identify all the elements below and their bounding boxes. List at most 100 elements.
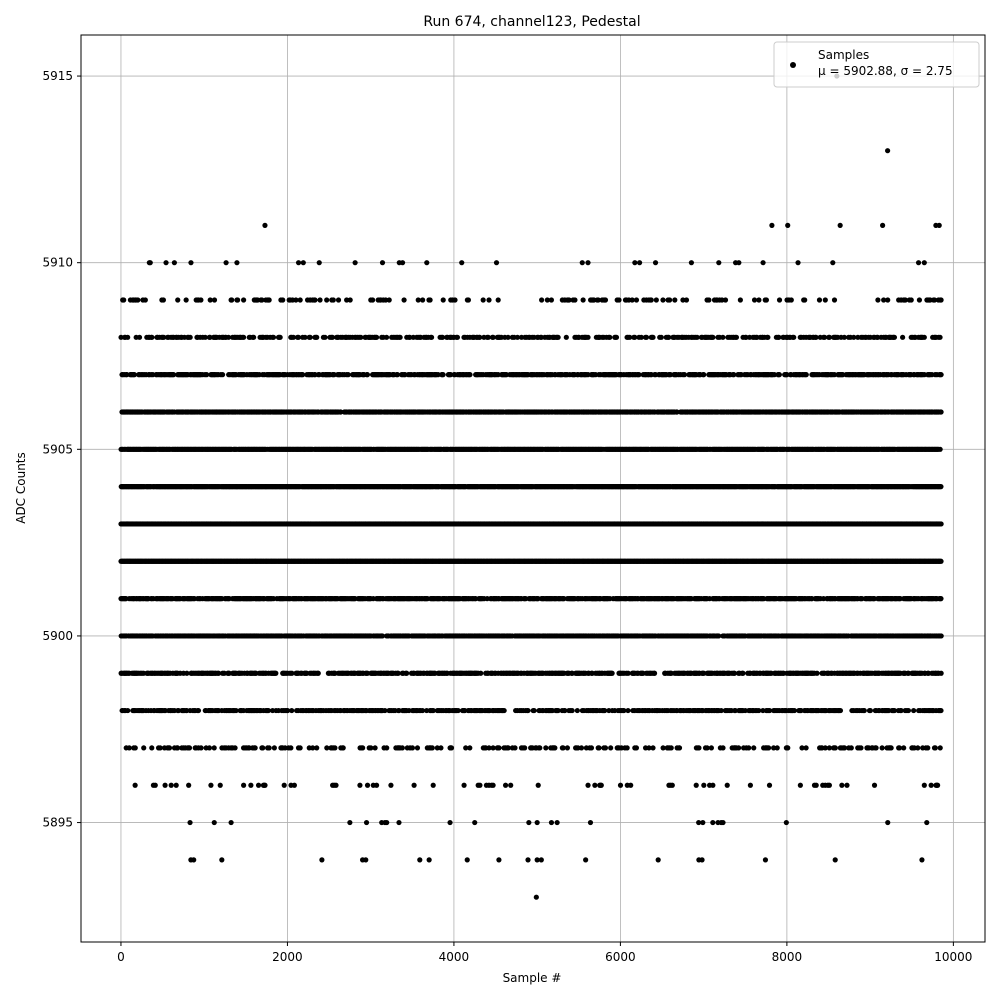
data-point bbox=[347, 297, 353, 303]
data-point bbox=[572, 297, 578, 303]
data-point bbox=[255, 782, 262, 788]
data-point bbox=[399, 260, 406, 266]
data-point bbox=[204, 372, 210, 378]
data-point bbox=[229, 297, 235, 303]
data-point bbox=[132, 782, 138, 788]
data-point bbox=[312, 297, 318, 303]
data-point bbox=[161, 334, 167, 340]
data-point bbox=[401, 297, 407, 303]
data-point bbox=[183, 297, 189, 303]
data-point bbox=[125, 707, 131, 714]
data-point bbox=[525, 707, 531, 714]
data-point bbox=[295, 260, 302, 266]
data-point bbox=[480, 297, 486, 303]
data-point bbox=[208, 782, 214, 788]
data-point bbox=[251, 334, 257, 340]
data-point bbox=[186, 745, 193, 751]
data-point bbox=[271, 745, 277, 751]
data-point bbox=[578, 745, 585, 751]
data-point bbox=[486, 297, 492, 303]
data-point bbox=[207, 297, 213, 303]
data-point bbox=[219, 857, 225, 863]
data-point bbox=[548, 297, 555, 303]
data-point bbox=[223, 260, 229, 266]
data-point bbox=[186, 782, 192, 788]
data-point bbox=[314, 745, 320, 751]
data-point bbox=[149, 334, 155, 340]
data-point bbox=[220, 372, 226, 378]
data-point bbox=[171, 260, 177, 266]
data-point bbox=[580, 297, 586, 303]
data-point bbox=[241, 297, 247, 303]
data-point bbox=[340, 745, 346, 751]
data-point bbox=[502, 782, 509, 788]
data-point bbox=[552, 745, 558, 751]
data-point bbox=[447, 819, 453, 826]
data-point bbox=[136, 334, 143, 340]
data-point bbox=[477, 782, 483, 788]
data-point bbox=[512, 745, 518, 751]
data-point bbox=[427, 297, 433, 303]
data-point bbox=[126, 745, 132, 751]
data-point bbox=[372, 745, 378, 751]
data-point bbox=[149, 745, 155, 751]
data-point bbox=[370, 297, 376, 303]
data-point bbox=[300, 260, 306, 266]
data-point bbox=[240, 334, 247, 340]
data-point bbox=[314, 334, 320, 340]
data-point bbox=[211, 297, 218, 303]
data-point bbox=[163, 260, 169, 266]
data-point bbox=[373, 334, 380, 340]
data-point bbox=[173, 782, 179, 788]
data-point bbox=[569, 707, 575, 714]
data-point bbox=[266, 745, 272, 751]
data-point bbox=[248, 782, 254, 788]
data-point bbox=[262, 782, 268, 788]
data-point bbox=[496, 857, 502, 863]
data-point bbox=[564, 745, 571, 751]
data-point bbox=[478, 670, 484, 676]
data-point bbox=[266, 297, 272, 303]
data-point bbox=[297, 745, 303, 751]
data-point bbox=[226, 670, 232, 676]
data-point bbox=[535, 782, 541, 788]
data-point bbox=[175, 297, 181, 303]
data-point bbox=[352, 260, 358, 266]
data-point bbox=[363, 857, 369, 863]
data-point bbox=[555, 334, 561, 340]
data-point bbox=[583, 857, 589, 863]
data-point bbox=[373, 782, 380, 788]
data-point bbox=[496, 745, 502, 751]
data-point bbox=[493, 260, 500, 266]
data-point bbox=[288, 745, 294, 751]
data-point bbox=[467, 745, 473, 751]
data-point bbox=[147, 260, 153, 266]
data-point bbox=[241, 782, 247, 788]
data-point bbox=[235, 297, 241, 303]
data-point bbox=[579, 260, 585, 266]
data-point bbox=[360, 745, 366, 751]
data-point bbox=[202, 334, 208, 340]
data-point bbox=[548, 819, 555, 826]
data-point bbox=[175, 745, 181, 751]
data-point bbox=[335, 297, 342, 303]
data-point bbox=[429, 745, 435, 751]
data-point bbox=[162, 782, 168, 788]
data-point bbox=[252, 745, 258, 751]
data-point bbox=[171, 372, 177, 378]
data-point bbox=[388, 782, 394, 788]
data-point bbox=[531, 707, 537, 714]
data-point bbox=[121, 297, 127, 303]
data-point bbox=[260, 745, 266, 751]
data-point bbox=[490, 782, 496, 788]
data-point bbox=[501, 707, 507, 714]
data-point bbox=[459, 260, 465, 266]
data-point bbox=[307, 334, 313, 340]
data-point bbox=[216, 670, 222, 676]
data-point bbox=[440, 372, 446, 378]
data-point bbox=[206, 745, 213, 751]
data-point bbox=[195, 707, 202, 714]
data-point bbox=[211, 819, 217, 826]
data-point bbox=[297, 297, 303, 303]
data-point bbox=[319, 857, 325, 863]
